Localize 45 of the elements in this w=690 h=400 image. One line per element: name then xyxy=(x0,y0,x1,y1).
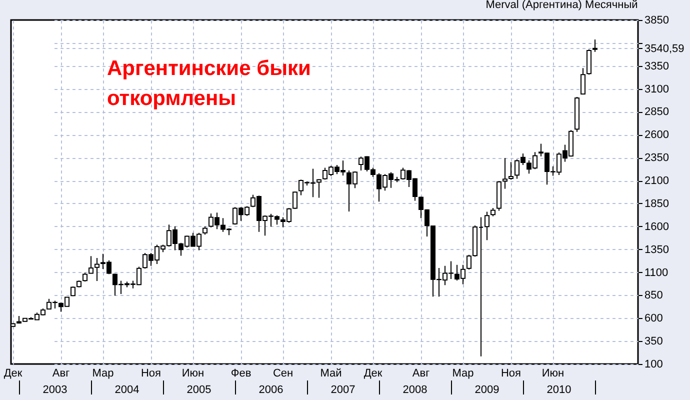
chart-subtitle: Merval (Аргентина) Месячный xyxy=(486,0,638,11)
x-tick-label: Май xyxy=(320,368,342,380)
x-tick-label: Ноя xyxy=(140,368,162,380)
text: 2003 xyxy=(42,384,68,396)
text: 2006 xyxy=(258,384,284,396)
text: 2007 xyxy=(330,384,356,396)
x-tick-label: Фев xyxy=(230,368,252,380)
candlestick xyxy=(484,211,490,241)
candlestick xyxy=(316,178,322,198)
y-tick-label: 3850 xyxy=(644,14,669,26)
x-tick-label: Авг xyxy=(52,368,70,380)
y-tick-label: 1100 xyxy=(644,266,668,279)
x-tick-label: Дек xyxy=(4,368,22,380)
text: Аргентинские быки откормлены xyxy=(107,57,311,110)
x-tick-label: Июн xyxy=(542,368,564,380)
text: 2010 xyxy=(546,384,572,396)
candlestick xyxy=(292,191,298,210)
candlestick xyxy=(586,48,592,76)
text: 2009 xyxy=(474,384,500,396)
y-tick-label: 2600 xyxy=(644,129,669,142)
y-tick-label: 3350 xyxy=(644,60,669,72)
y-tick-label: 1850 xyxy=(644,198,669,210)
y-tick-label: 3540,59 xyxy=(644,42,684,55)
candlestick xyxy=(592,39,598,52)
candlestick xyxy=(580,68,586,95)
text: 2004 xyxy=(114,384,140,396)
y-tick-label: 2350 xyxy=(644,152,669,164)
text: 2005 xyxy=(186,384,212,396)
y-tick-label: 850 xyxy=(644,290,663,302)
y-tick-label: 2850 xyxy=(644,106,669,118)
x-tick-label: Дек xyxy=(364,368,382,380)
x-tick-label: Сен xyxy=(272,368,294,380)
x-tick-label: Авг xyxy=(412,368,430,380)
text: 2008 xyxy=(402,384,428,396)
y-tick-label: 100 xyxy=(644,358,663,370)
x-tick-label: Июн xyxy=(182,368,204,380)
x-tick-label: Мар xyxy=(452,368,474,380)
y-tick-label: 2100 xyxy=(644,175,669,188)
y-tick-label: 600 xyxy=(644,312,663,325)
x-tick-label: Мар xyxy=(92,368,114,380)
y-tick-label: 350 xyxy=(644,336,663,348)
y-tick-label: 3100 xyxy=(644,83,669,96)
y-tick-label: 1350 xyxy=(644,244,669,256)
x-tick-label: Ноя xyxy=(500,368,522,380)
y-tick-label: 1600 xyxy=(644,220,669,233)
